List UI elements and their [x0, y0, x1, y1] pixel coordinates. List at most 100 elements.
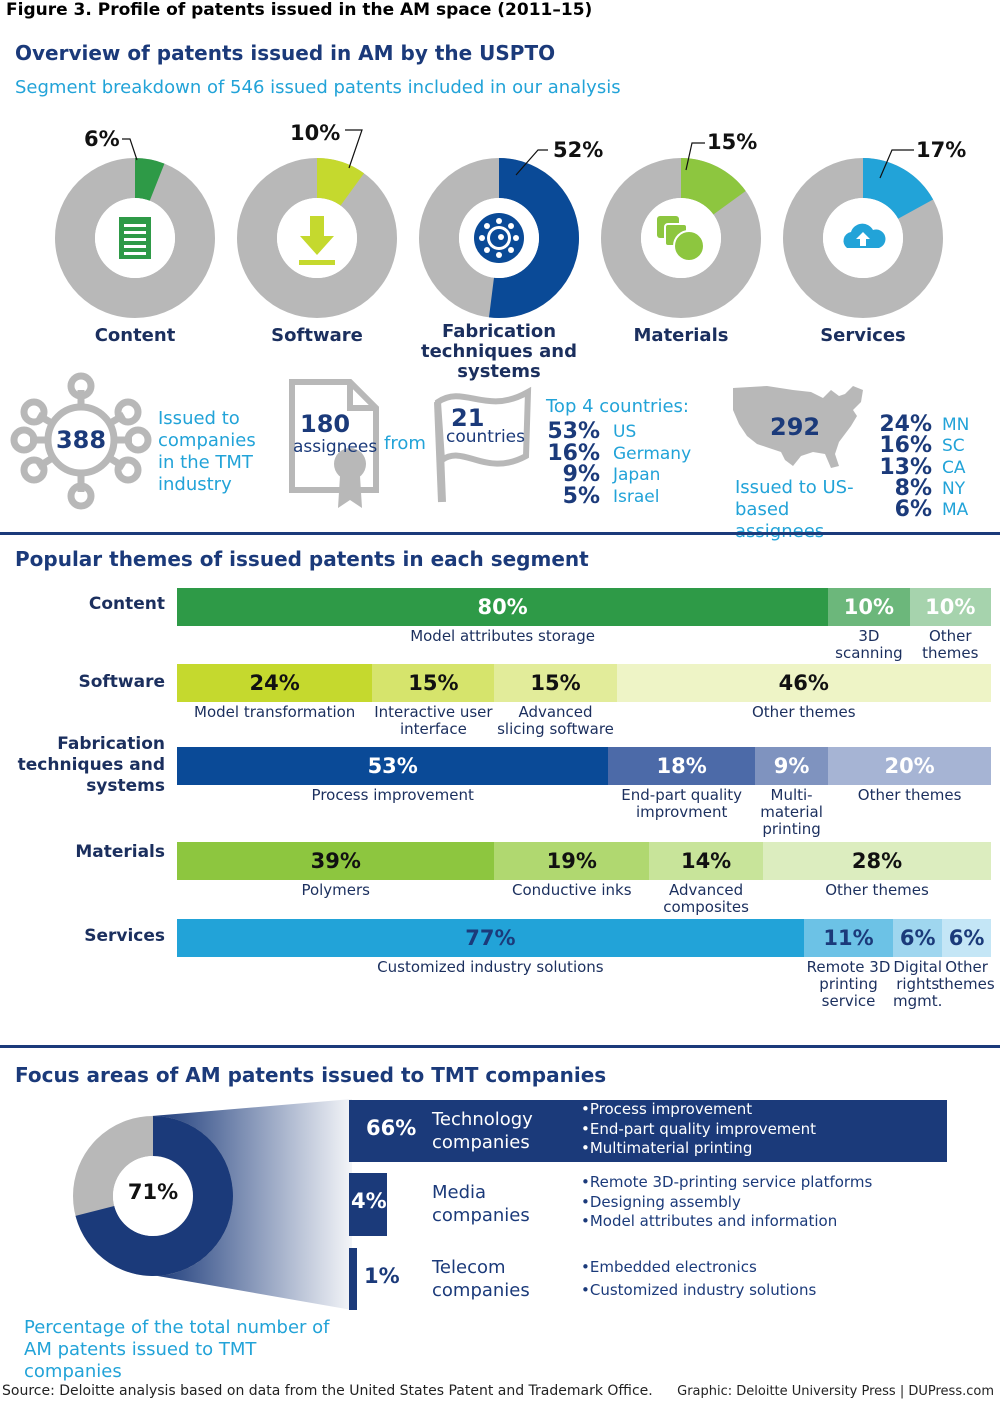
- theme-bar-caption: End-part quality improvment: [621, 786, 743, 821]
- theme-bar-caption: Advanced composites: [663, 881, 749, 916]
- bullet-dot-icon: •: [581, 1192, 590, 1211]
- theme-bar-caption: Other themes: [751, 703, 856, 721]
- theme-bar-segment: 80%: [177, 588, 829, 626]
- segment-percent: 17%: [916, 138, 967, 162]
- leader-line: [879, 149, 914, 179]
- theme-bar-segment: 10%: [909, 588, 991, 626]
- segment-label: Services: [820, 325, 906, 346]
- state-name: NY: [942, 478, 966, 499]
- theme-bar-segment: 15%: [372, 664, 495, 702]
- focus-bullet: •Process improvement: [581, 1100, 816, 1120]
- flag-icon: [434, 386, 532, 503]
- bullet-dot-icon: •: [581, 1119, 590, 1138]
- theme-row-label: Fabrication techniques and systems: [17, 734, 165, 796]
- focus-group-name: Technology companies: [432, 1109, 533, 1153]
- focus-bullet: •Model attributes and information: [581, 1212, 872, 1232]
- theme-bar-segment: 9%: [754, 747, 829, 785]
- state-percent: 6%: [894, 497, 932, 523]
- from-text: from: [384, 433, 426, 454]
- segment-percent: 6%: [84, 127, 120, 151]
- focus-bullet: •Multimaterial printing: [581, 1139, 816, 1159]
- section-divider: [0, 1045, 1000, 1048]
- focus-percent: 4%: [351, 1189, 387, 1213]
- theme-bar-caption: 3D scanning: [835, 627, 903, 662]
- certificate-icon: [289, 379, 379, 508]
- countries-label: countries: [446, 427, 525, 447]
- state-name: MN: [942, 415, 970, 435]
- theme-bar-segment: 15%: [494, 664, 617, 702]
- theme-bar-segment: 14%: [649, 842, 764, 880]
- state-name: SC: [942, 436, 965, 457]
- theme-row-label: Content: [88, 594, 165, 614]
- focus-bullet: •Customized industry solutions: [581, 1279, 816, 1302]
- focus-bullet-text: Remote 3D-printing service platforms: [589, 1173, 873, 1191]
- segment-percent: 52%: [553, 138, 604, 162]
- theme-bar-segment: 46%: [616, 664, 991, 702]
- leader-line: [515, 149, 548, 176]
- state-name: CA: [942, 457, 966, 478]
- us-count: 292: [770, 413, 821, 441]
- bullet-dot-icon: •: [581, 1173, 590, 1191]
- focus-bullet-list: •Process improvement •End-part quality im…: [581, 1100, 816, 1159]
- countries-count: 21: [451, 404, 485, 432]
- focus-group-name: Telecom companies: [432, 1257, 530, 1301]
- theme-row-label: Services: [84, 926, 165, 946]
- focus-percent: 66%: [366, 1116, 417, 1140]
- bullet-dot-icon: •: [581, 1258, 590, 1276]
- segment-donut: [419, 158, 579, 318]
- focus-bullet: •Embedded electronics: [581, 1256, 816, 1279]
- state-name: MA: [942, 500, 969, 521]
- focus-bullet: •End-part quality improvement: [581, 1120, 816, 1140]
- theme-bar-segment: 11%: [803, 919, 894, 957]
- theme-row-label: Materials: [75, 842, 165, 862]
- focus-bullet-text: Multimaterial printing: [589, 1139, 753, 1157]
- theme-bar-segment: 19%: [494, 842, 650, 880]
- donut-hole: [113, 1156, 193, 1236]
- country-percent: 16%: [547, 440, 600, 466]
- theme-row-label: Software: [78, 672, 165, 692]
- theme-bar-caption: Process improvement: [311, 786, 474, 804]
- theme-bar-segment: 18%: [608, 747, 755, 785]
- section-divider: [0, 532, 1000, 535]
- donut-slice: [317, 158, 365, 206]
- theme-bar-segment: 39%: [177, 842, 495, 880]
- donut-slice: [488, 158, 579, 318]
- donut-slice: [75, 1116, 234, 1276]
- segment-percent: 10%: [290, 121, 341, 145]
- focus-bullet-text: Embedded electronics: [589, 1258, 757, 1276]
- theme-bar-caption: Other themes: [922, 627, 979, 662]
- country-percent: 53%: [547, 419, 600, 444]
- theme-bar-segment: 6%: [893, 919, 943, 957]
- focus-bullet-list: •Remote 3D-printing service platforms •De…: [581, 1173, 872, 1232]
- focus-bullet-text: Customized industry solutions: [589, 1281, 817, 1299]
- segment-donut: [55, 158, 215, 318]
- focus-percent: 1%: [364, 1264, 400, 1288]
- assignees-label: assignees: [293, 437, 378, 457]
- theme-bar-caption: Conductive inks: [512, 881, 632, 899]
- bullet-dot-icon: •: [581, 1281, 590, 1299]
- figure-title: Figure 3. Profile of patents issued in t…: [6, 0, 593, 20]
- theme-bar-caption: Other themes: [825, 881, 929, 899]
- bullet-dot-icon: •: [581, 1212, 590, 1230]
- bullet-dot-icon: •: [581, 1100, 590, 1118]
- usa-map-icon: [733, 386, 863, 468]
- segment-label: Fabrication techniques and systems: [420, 321, 577, 382]
- themes-heading: Popular themes of issued patents in each…: [15, 547, 589, 571]
- segment-label: Content: [94, 325, 176, 346]
- focus-bullet-text: End-part quality improvement: [589, 1119, 817, 1138]
- tmt-share-donut: [73, 1116, 234, 1276]
- segment-label: Software: [271, 325, 363, 346]
- focus-bar: [349, 1248, 357, 1310]
- theme-bar-caption: Advanced slicing software: [497, 703, 614, 738]
- tmt-count: 388: [55, 426, 107, 454]
- focus-bar: [349, 1173, 387, 1236]
- theme-bar-segment: 77%: [177, 919, 804, 957]
- theme-bar-segment: 28%: [763, 842, 991, 880]
- shapes-icon: [657, 216, 705, 262]
- focus-bullet-text: Designing assembly: [589, 1192, 741, 1211]
- theme-bar-caption: Polymers: [301, 881, 370, 899]
- state-percent: 16%: [879, 433, 932, 459]
- top-countries-title: Top 4 countries:: [546, 396, 689, 417]
- theme-bar-caption: Digital rights mgmt.: [893, 958, 943, 1010]
- focus-bar: [349, 1100, 947, 1162]
